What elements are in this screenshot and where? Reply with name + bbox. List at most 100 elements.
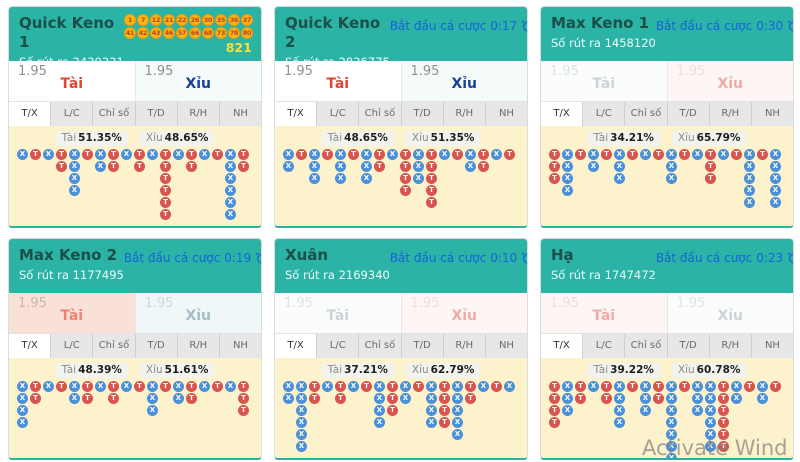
bead-xiu: X (199, 381, 210, 392)
tab-ch-s[interactable]: Chỉ số (625, 334, 668, 358)
countdown-time: 0:17 (490, 19, 518, 33)
tab-t-x[interactable]: T/X (541, 102, 584, 126)
bet-tai-button[interactable]: 1.95 Tài (275, 293, 401, 333)
tab-nh[interactable]: NH (485, 102, 527, 126)
tab-r-h[interactable]: R/H (709, 334, 752, 358)
game-title: Quick Keno 2 (285, 14, 381, 51)
bet-xiu-button[interactable]: 1.95 Xỉu (134, 293, 261, 333)
bet-xiu-button[interactable]: 1.95 Xỉu (666, 61, 793, 101)
bead-tai: T (549, 405, 560, 416)
bead-tai: T (575, 393, 586, 404)
tab-r-h[interactable]: R/H (443, 102, 486, 126)
tab-t-d[interactable]: T/D (135, 334, 178, 358)
tab-t-x[interactable]: T/X (541, 334, 584, 358)
bead-xiu: X (69, 381, 80, 392)
tab-ch-s[interactable]: Chỉ số (625, 102, 668, 126)
tab-ch-s[interactable]: Chỉ số (93, 102, 136, 126)
tab-t-d[interactable]: T/D (135, 102, 178, 126)
tab-bar: T/X L/C Chỉ số T/D R/H NH (9, 333, 261, 358)
tab-ch-s[interactable]: Chỉ số (359, 102, 402, 126)
bead-tai: T (718, 393, 729, 404)
bead-xiu: X (757, 381, 768, 392)
bead-tai: T (705, 149, 716, 160)
bead-tai: T (653, 381, 664, 392)
tab-l-c[interactable]: L/C (317, 334, 360, 358)
bet-tai-button[interactable]: 1.95 Tài (275, 61, 401, 101)
odds-row: 1.95 Tài 1.95 Xỉu (275, 61, 527, 101)
tab-bar: T/X L/C Chỉ số T/D R/H NH (541, 333, 793, 358)
panel-header: Hạ Số rút ra 1747472 Bắt đầu cá cược 0:2… (541, 239, 793, 293)
bet-xiu-button[interactable]: 1.95 Xỉu (400, 61, 527, 101)
road-column: T (679, 381, 690, 392)
tab-l-c[interactable]: L/C (583, 334, 626, 358)
lottery-ball: 1 (123, 14, 136, 26)
bet-xiu-button[interactable]: 1.95 Xỉu (400, 293, 527, 333)
bead-xiu: X (491, 149, 502, 160)
road-column: T (504, 149, 515, 160)
bead-tai: T (296, 149, 307, 160)
tab-nh[interactable]: NH (485, 334, 527, 358)
xiu-pct: 65.79% (696, 132, 741, 144)
tab-r-h[interactable]: R/H (443, 334, 486, 358)
tab-nh[interactable]: NH (751, 334, 793, 358)
road-column: X (692, 149, 703, 160)
tab-l-c[interactable]: L/C (51, 102, 94, 126)
tab-r-h[interactable]: R/H (177, 102, 220, 126)
tab-t-x[interactable]: T/X (9, 102, 52, 126)
panel-header-left: Hạ Số rút ra 1747472 (551, 246, 656, 293)
bet-tai-button[interactable]: 1.95 Tài (541, 293, 667, 333)
bead-tai: T (426, 161, 437, 172)
bead-tai: T (549, 381, 560, 392)
bet-xiu-button[interactable]: 1.95 Xỉu (666, 293, 793, 333)
bead-tai: T (465, 381, 476, 392)
road-column: T (627, 381, 638, 392)
bead-tai: T (108, 381, 119, 392)
tab-t-d[interactable]: T/D (667, 334, 710, 358)
bead-xiu: X (69, 173, 80, 184)
tab-l-c[interactable]: L/C (51, 334, 94, 358)
tab-l-c[interactable]: L/C (583, 102, 626, 126)
tab-t-d[interactable]: T/D (401, 102, 444, 126)
tab-ch-s[interactable]: Chỉ số (359, 334, 402, 358)
bead-xiu: X (614, 149, 625, 160)
bet-tai-button[interactable]: 1.95 Tài (9, 293, 135, 333)
draw-label: Số rút ra (551, 35, 601, 50)
bead-tai: T (309, 381, 320, 392)
tab-ch-s[interactable]: Chỉ số (93, 334, 136, 358)
bead-tai: T (465, 393, 476, 404)
tai-odds: 1.95 (550, 64, 579, 79)
road-column: T (770, 381, 781, 392)
bead-xiu: X (121, 149, 132, 160)
countdown-label: Bắt đầu cá cược (655, 19, 753, 33)
bet-tai-button[interactable]: 1.95 Tài (9, 61, 135, 101)
tab-nh[interactable]: NH (219, 334, 261, 358)
bet-xiu-button[interactable]: 1.95 Xỉu (134, 61, 261, 101)
bead-xiu: X (744, 149, 755, 160)
bead-tai: T (718, 429, 729, 440)
tab-t-x[interactable]: T/X (275, 334, 318, 358)
bead-xiu: X (296, 381, 307, 392)
tab-l-c[interactable]: L/C (317, 102, 360, 126)
draw-number: 1747472 (604, 267, 656, 282)
tab-nh[interactable]: NH (751, 102, 793, 126)
bead-tai: T (335, 393, 346, 404)
xiu-label: Xỉu (451, 308, 478, 324)
tab-r-h[interactable]: R/H (709, 102, 752, 126)
tab-t-d[interactable]: T/D (401, 334, 444, 358)
tab-nh[interactable]: NH (219, 102, 261, 126)
bead-xiu: X (705, 429, 716, 440)
bet-tai-button[interactable]: 1.95 Tài (541, 61, 667, 101)
tab-t-x[interactable]: T/X (9, 334, 52, 358)
tab-t-d[interactable]: T/D (667, 102, 710, 126)
bead-tai: T (134, 161, 145, 172)
bead-xiu: X (744, 197, 755, 208)
tab-r-h[interactable]: R/H (177, 334, 220, 358)
tab-t-x[interactable]: T/X (275, 102, 318, 126)
